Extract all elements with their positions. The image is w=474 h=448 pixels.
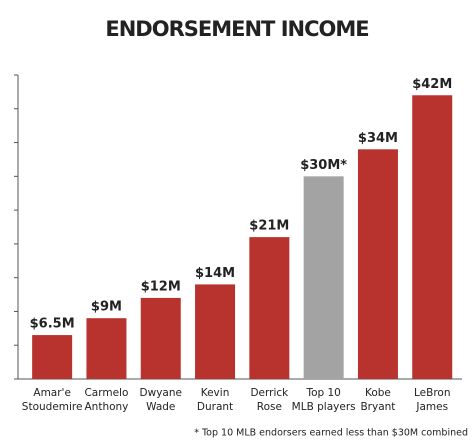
- x-tick-label: Top 10: [305, 387, 340, 399]
- value-label: $30M*: [300, 158, 347, 173]
- value-label: $14M: [195, 266, 235, 281]
- bar: [32, 335, 73, 379]
- value-label: $34M: [358, 131, 398, 146]
- bar: [303, 176, 344, 379]
- x-tick-label: MLB players: [292, 401, 356, 413]
- footnote: * Top 10 MLB endorsers earned less than …: [194, 428, 468, 439]
- value-label: $9M: [91, 300, 122, 315]
- x-tick-label: Wade: [146, 401, 175, 413]
- x-tick-label: Anthony: [84, 401, 128, 413]
- bar: [140, 297, 181, 379]
- value-label: $12M: [141, 279, 181, 294]
- bar: [249, 237, 290, 379]
- x-tick-label: Kevin: [201, 387, 230, 399]
- bar: [412, 95, 453, 380]
- x-tick-label: Carmelo: [84, 387, 128, 399]
- x-tick-label: Kobe: [365, 387, 391, 399]
- value-label: $6.5M: [30, 317, 75, 332]
- bar: [357, 149, 398, 379]
- x-tick-label: Stoudemire: [22, 401, 83, 413]
- x-tick-label: Derrick: [250, 387, 289, 399]
- x-tick-label: Bryant: [360, 401, 395, 413]
- bar: [86, 318, 127, 379]
- x-tick-label: Durant: [197, 401, 233, 413]
- x-tick-label: Dwyane: [140, 387, 182, 399]
- bar: [195, 284, 236, 379]
- x-tick-label: James: [415, 401, 448, 413]
- x-tick-label: LeBron: [414, 387, 451, 399]
- x-tick-label: Rose: [257, 401, 282, 413]
- chart-title: ENDORSEMENT INCOME: [105, 17, 368, 41]
- x-tick-label: Amar'e: [33, 387, 71, 399]
- value-label: $42M: [412, 77, 452, 92]
- value-label: $21M: [249, 219, 289, 234]
